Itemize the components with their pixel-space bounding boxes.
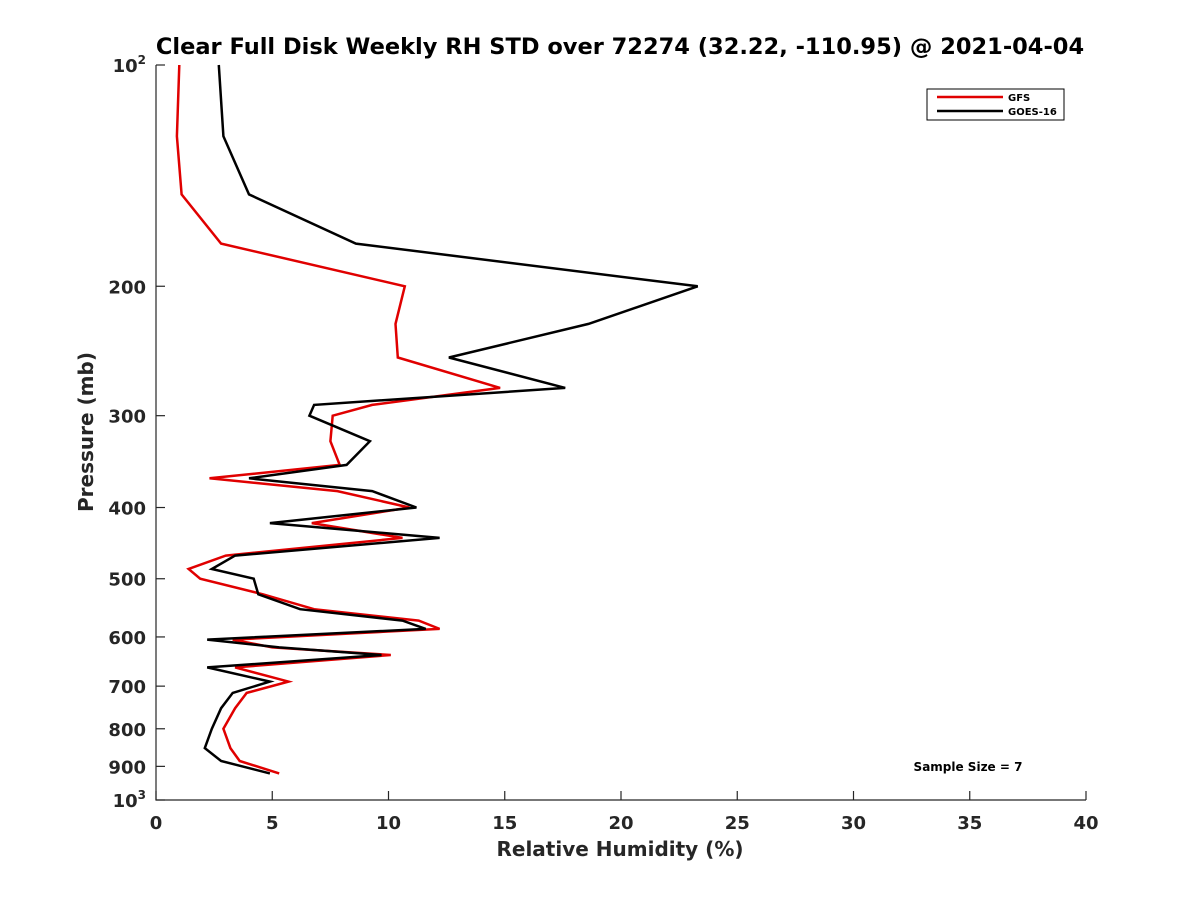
y-tick-label: 400 [108,499,146,520]
series-line-gfs [175,64,501,775]
series-lines [175,64,699,775]
y-tick-label: 103 [113,788,146,812]
x-tick-label: 35 [957,813,982,834]
y-tick-label: 900 [108,757,146,778]
x-tick-label: 25 [725,813,750,834]
x-tick-label: 10 [376,813,401,834]
plot-area: 0 5 10 15 20 25 30 35 40 102 200 300 400 500 600 700 80… [108,53,1098,834]
series-line-goes16 [203,64,699,775]
x-tick-label: 0 [150,813,163,834]
y-axis-label: Pressure (mb) [74,352,98,512]
y-tick-label: 800 [108,720,146,741]
legend-label-gfs: GFS [1008,93,1030,104]
x-axis-ticks: 0 5 10 15 20 25 30 35 40 [150,791,1099,834]
y-tick-label: 102 [113,53,146,77]
legend-box [926,88,1065,121]
legend-label-goes16: GOES-16 [1008,107,1057,118]
axes-frame [155,65,1086,801]
y-tick-label: 300 [108,407,146,428]
sample-size-annotation: Sample Size = 7 [914,760,1023,774]
x-axis-label: Relative Humidity (%) [496,837,743,861]
y-tick-label: 600 [108,628,146,649]
x-tick-label: 15 [492,813,517,834]
y-tick-label: 700 [108,677,146,698]
x-tick-label: 40 [1073,813,1098,834]
y-tick-label: 500 [108,570,146,591]
legend: GFS GOES-16 [926,88,1065,121]
x-tick-label: 5 [266,813,279,834]
y-axis-ticks: 102 200 300 400 500 600 700 800 900 103 [108,53,165,812]
x-tick-label: 20 [608,813,633,834]
x-tick-label: 30 [841,813,866,834]
chart-title: Clear Full Disk Weekly RH STD over 72274… [156,34,1084,60]
y-tick-label: 200 [108,277,146,298]
